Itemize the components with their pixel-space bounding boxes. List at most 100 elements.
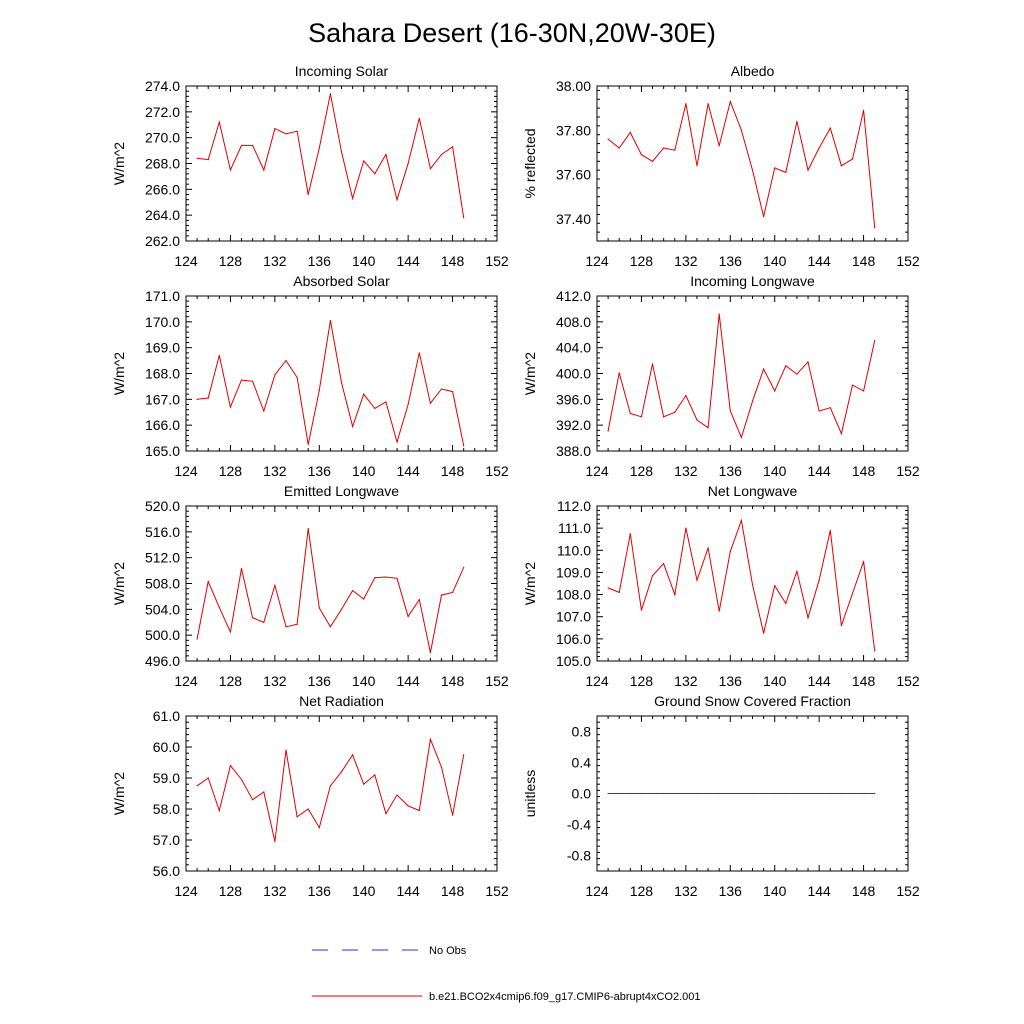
y-tick-label: 112.0 (557, 498, 591, 514)
y-tick-label: 0.0 (572, 786, 592, 802)
data-point (618, 591, 620, 593)
data-point (607, 587, 609, 589)
y-tick-label: 392.0 (556, 417, 591, 433)
data-point (651, 160, 654, 162)
data-point (862, 109, 865, 111)
data-point (807, 361, 809, 363)
data-point (418, 809, 420, 812)
x-tick-label: 132 (674, 463, 698, 479)
x-tick-label: 124 (585, 253, 609, 269)
data-point (274, 374, 276, 376)
data-point (807, 169, 809, 171)
data-point (829, 407, 831, 409)
x-tick-label: 152 (485, 253, 509, 269)
x-tick-label: 140 (352, 253, 376, 269)
y-axis-label: W/m^2 (111, 352, 127, 395)
data-point (763, 632, 765, 634)
data-point (663, 562, 665, 565)
x-tick-label: 136 (308, 463, 332, 479)
data-point (407, 403, 409, 406)
data-point (329, 785, 331, 787)
data-point (707, 547, 709, 549)
data-point (862, 390, 865, 392)
data-point (685, 527, 687, 529)
panel-title: Net Longwave (708, 483, 798, 499)
data-point (196, 157, 198, 159)
data-point (840, 624, 842, 627)
data-point (463, 217, 465, 219)
panel-title: Albedo (731, 63, 775, 79)
panels: Incoming Solar W/m^2 124 128 132 136 140 144 148… (111, 63, 920, 899)
plot-frame (185, 505, 498, 662)
x-tick-label: 132 (674, 253, 698, 269)
legend-model-label: b.e21.BCO2x4cmip6.f09_g17.CMIP6-abrupt4x… (429, 991, 701, 1003)
data-point (396, 441, 398, 443)
data-point (240, 379, 243, 381)
data-point (696, 579, 698, 581)
y-tick-label: 61.0 (153, 708, 180, 724)
y-axis-label: W/m^2 (522, 352, 538, 395)
data-point (385, 153, 387, 156)
data-point (296, 376, 298, 378)
x-tick-label: 136 (719, 673, 743, 689)
data-point (218, 121, 220, 123)
y-tick-label: 270.0 (145, 130, 180, 146)
data-point (263, 410, 265, 412)
data-point (240, 144, 243, 147)
x-tick-label: 152 (896, 673, 920, 689)
x-tick-label: 140 (763, 463, 787, 479)
data-point (385, 813, 387, 815)
data-point (218, 354, 220, 357)
data-point (463, 445, 465, 447)
x-tick-label: 144 (807, 673, 831, 689)
data-point (307, 808, 309, 810)
y-tick-label: 168.0 (145, 366, 180, 382)
data-point (807, 617, 809, 619)
plot-frame (596, 295, 909, 452)
data-point (640, 792, 643, 795)
y-tick-label: 508.0 (145, 576, 180, 592)
y-tick-label: 171.0 (145, 288, 180, 304)
x-tick-label: 124 (585, 883, 609, 899)
data-point (640, 154, 643, 156)
data-point (296, 623, 298, 625)
x-tick-label: 124 (585, 463, 609, 479)
data-point (696, 792, 698, 795)
data-point (629, 131, 631, 134)
data-point (363, 160, 365, 162)
x-tick-label: 128 (219, 883, 243, 899)
y-tick-label: 109.0 (556, 564, 591, 580)
data-point (796, 570, 798, 572)
x-tick-label: 136 (719, 463, 743, 479)
x-tick-label: 140 (352, 463, 376, 479)
x-tick-label: 124 (585, 673, 609, 689)
x-tick-label: 144 (807, 463, 831, 479)
data-point (607, 792, 609, 795)
data-point (263, 621, 265, 623)
data-point (196, 638, 198, 640)
data-point (407, 805, 409, 807)
data-point (796, 373, 798, 375)
data-point (451, 814, 454, 816)
x-tick-label: 132 (674, 883, 698, 899)
x-tick-label: 132 (674, 673, 698, 689)
data-point (674, 149, 676, 151)
y-tick-label: 520.0 (145, 498, 180, 514)
data-point (729, 100, 731, 103)
data-point (274, 128, 276, 130)
x-tick-label: 128 (630, 673, 654, 689)
data-point (318, 147, 320, 149)
y-tick-label: 167.0 (145, 391, 180, 407)
data-point (285, 626, 287, 628)
data-point (740, 129, 742, 131)
data-point (718, 145, 720, 147)
data-point (829, 792, 831, 795)
data-point (763, 792, 765, 795)
y-tick-label: 512.0 (145, 550, 180, 566)
data-point (285, 749, 287, 751)
x-tick-label: 152 (485, 673, 509, 689)
data-point (252, 617, 254, 619)
y-tick-label: -0.4 (567, 817, 591, 833)
data-point (629, 533, 631, 535)
y-tick-label: 404.0 (556, 340, 591, 356)
